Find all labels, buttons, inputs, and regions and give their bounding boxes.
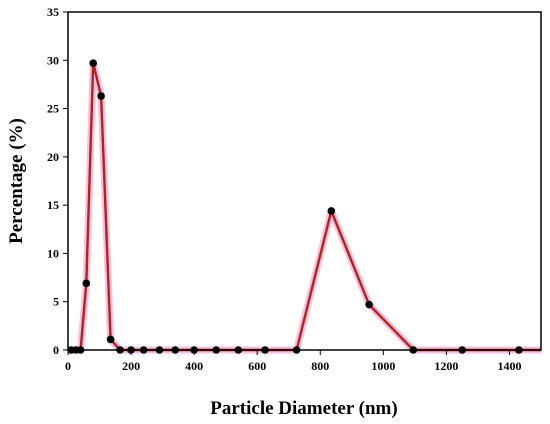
data-point <box>106 335 115 344</box>
y-tick-label: 15 <box>47 198 59 212</box>
y-tick-label: 10 <box>47 246 59 260</box>
plot-lines <box>71 62 541 352</box>
y-tick-label: 0 <box>53 343 59 357</box>
x-tick-label: 0 <box>65 359 71 373</box>
x-tick-label: 600 <box>248 359 266 373</box>
y-tick-label: 5 <box>53 295 59 309</box>
x-tick-label: 1000 <box>371 359 395 373</box>
x-tick-label: 800 <box>311 359 329 373</box>
y-tick-label: 35 <box>47 5 59 19</box>
y-axis: 0 5 10 15 20 25 30 35 <box>47 5 68 357</box>
data-point <box>365 300 373 309</box>
y-axis-title: Percentage (%) <box>6 118 27 244</box>
y-tick-label: 30 <box>47 53 59 67</box>
x-tick-label: 200 <box>122 359 140 373</box>
y-tick-label: 20 <box>47 150 59 164</box>
series-line <box>71 62 541 352</box>
plot-markers <box>67 59 523 354</box>
data-point <box>97 92 105 100</box>
x-axis: 0 200 400 600 800 1000 1200 1400 <box>65 350 521 373</box>
x-axis-title: Particle Diameter (nm) <box>210 398 397 419</box>
plot-frame <box>67 11 542 351</box>
data-point <box>327 207 336 215</box>
x-tick-label: 1200 <box>434 359 458 373</box>
y-tick-label: 25 <box>47 102 59 116</box>
x-tick-label: 1400 <box>497 359 521 373</box>
data-point <box>82 279 91 288</box>
data-point <box>89 59 98 67</box>
x-tick-label: 400 <box>185 359 203 373</box>
